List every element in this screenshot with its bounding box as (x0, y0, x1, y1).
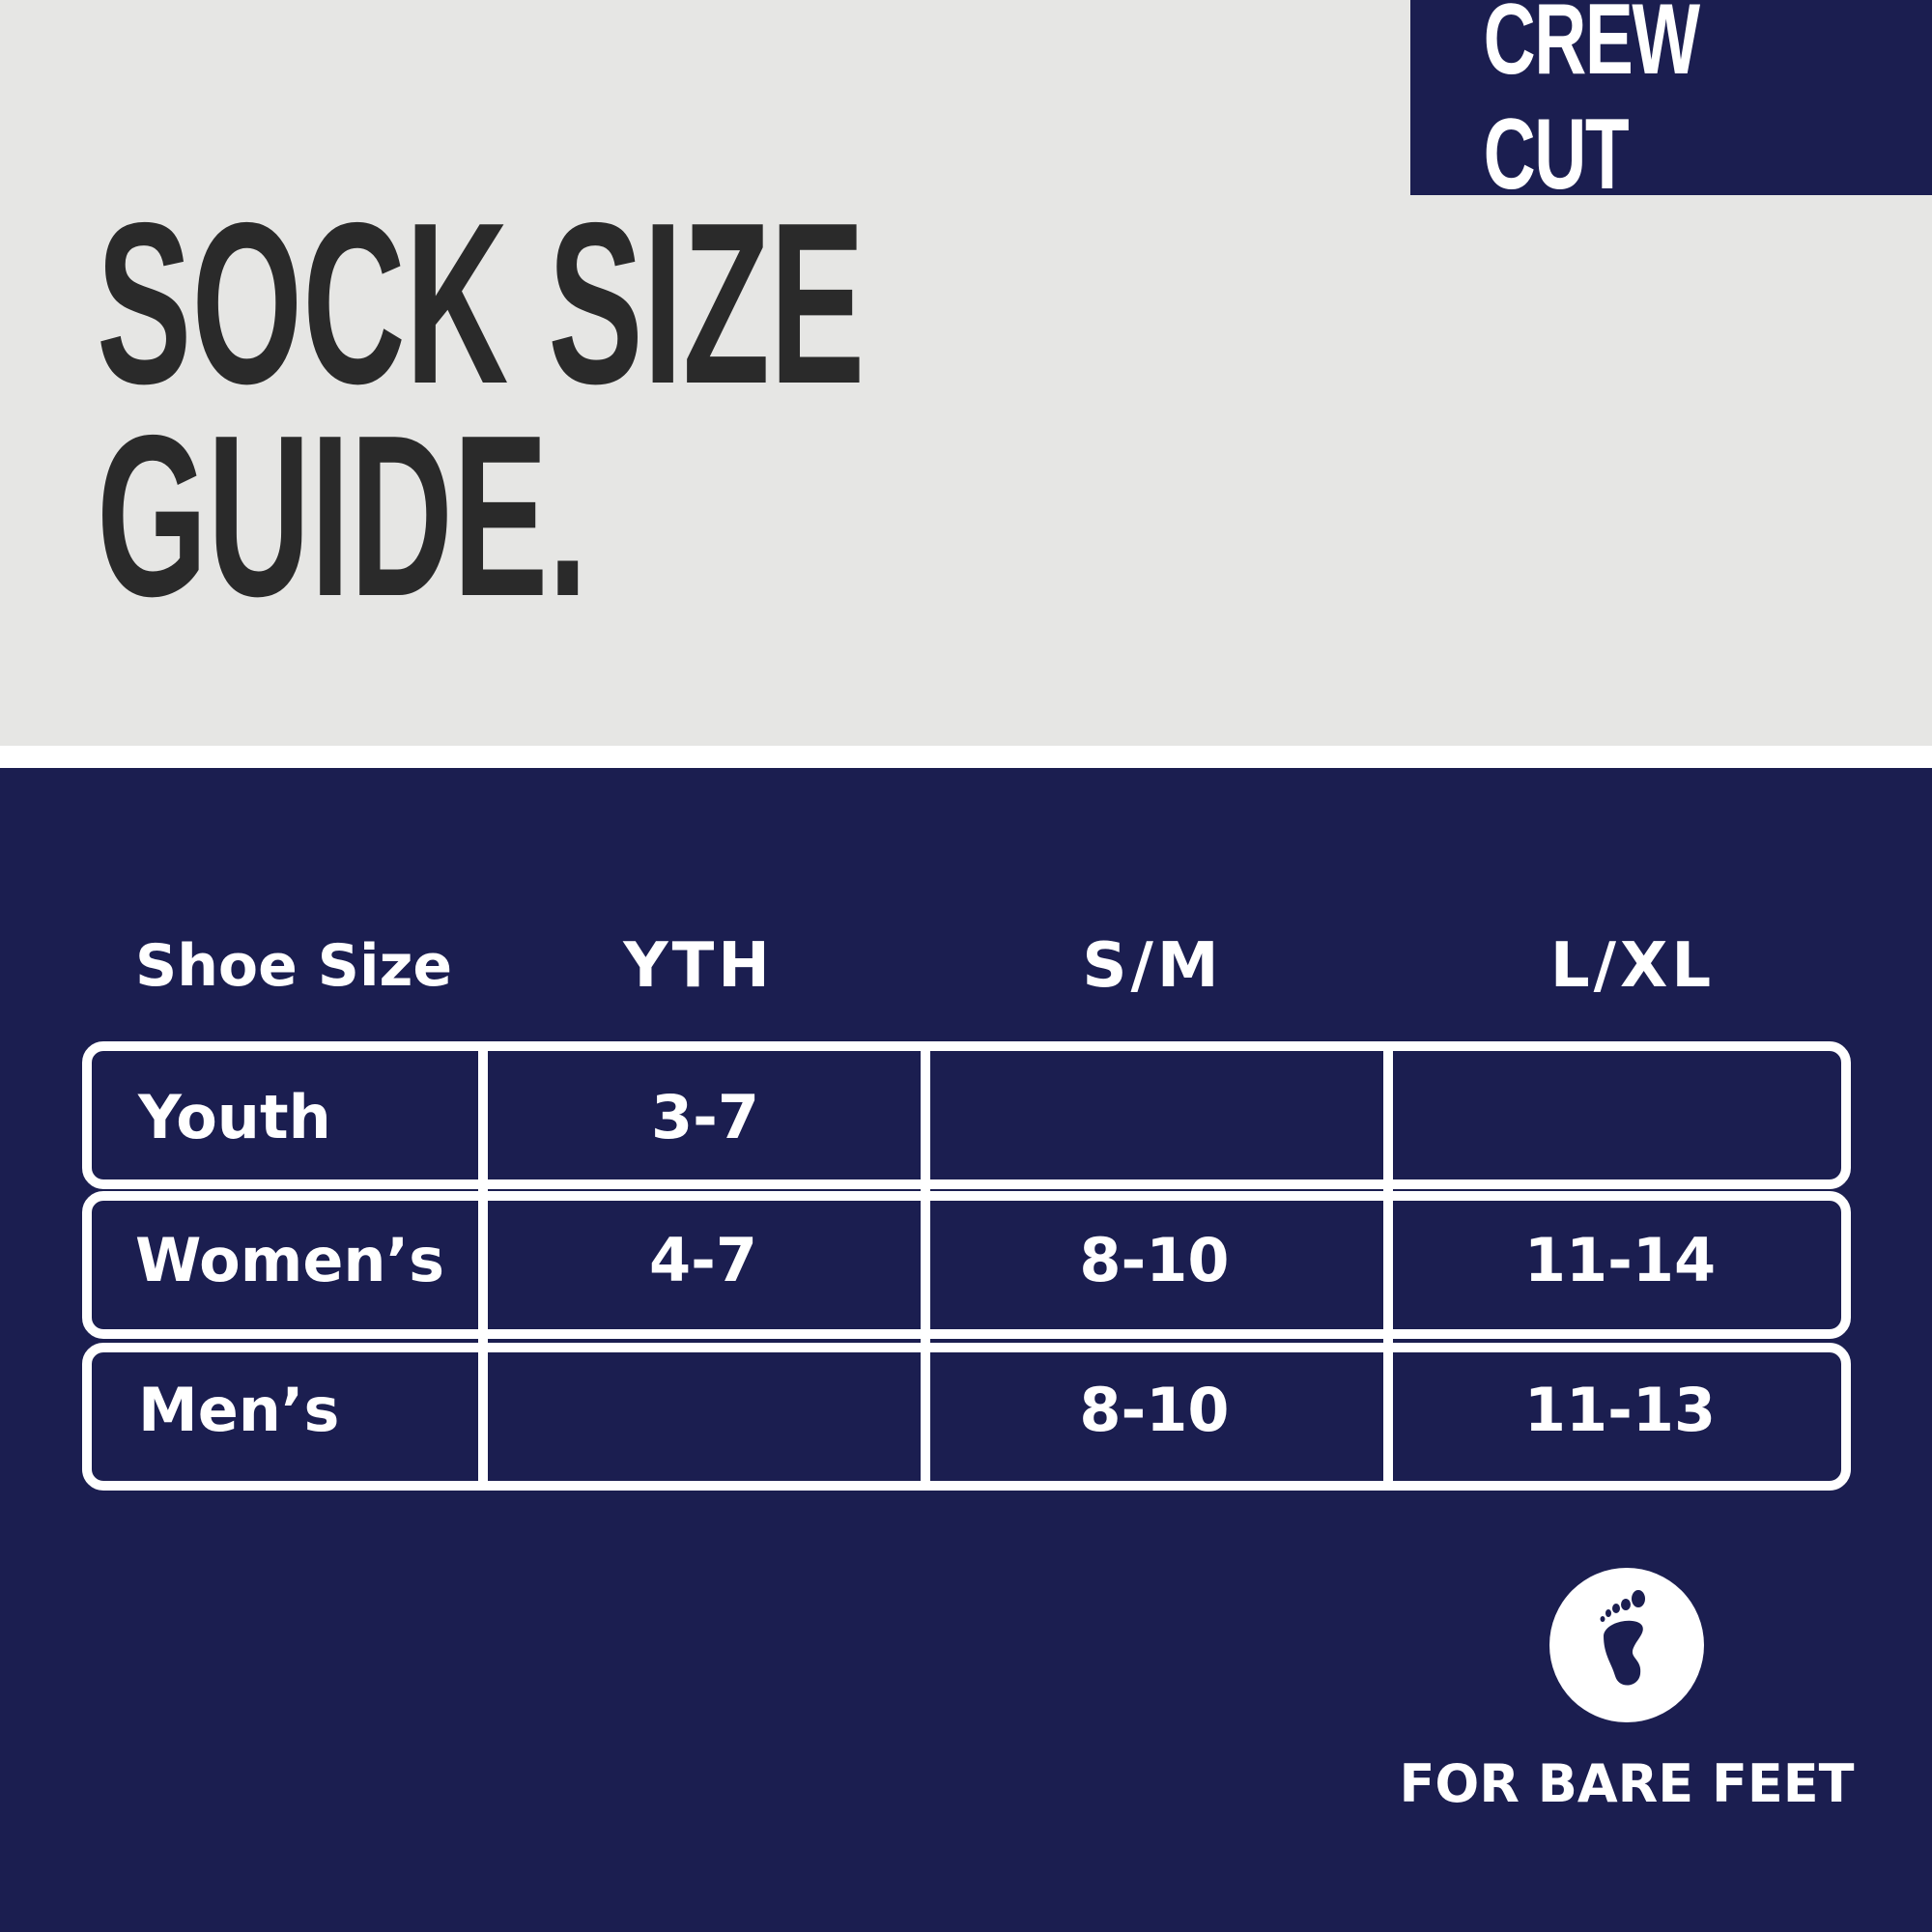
title-line-1: SOCK SIZE (97, 176, 866, 432)
cell-mens-sm: 8-10 (1079, 1375, 1230, 1445)
row-label-youth: Youth (138, 1082, 331, 1152)
table-row-youth (82, 1041, 1851, 1189)
brand-label: CREW CUT (1410, 0, 1932, 211)
table-row-mens (82, 1343, 1851, 1491)
column-divider (478, 1041, 488, 1491)
header-sm: S/M (1082, 930, 1223, 1002)
brand-text: CREW CUT (1483, 0, 1700, 211)
table-row-womens (82, 1191, 1851, 1339)
title-line-2: GUIDE. (97, 388, 588, 644)
cell-womens-sm: 8-10 (1079, 1225, 1230, 1295)
row-label-mens: Men’s (138, 1375, 340, 1445)
column-divider (921, 1041, 930, 1491)
header-lxl: L/XL (1549, 930, 1716, 1002)
header-yth: YTH (623, 930, 774, 1002)
header-shoe-size: Shoe Size (135, 932, 453, 1000)
bare-foot-icon (1549, 1568, 1704, 1722)
cell-womens-yth: 4-7 (648, 1225, 758, 1295)
cell-mens-lxl: 11-13 (1523, 1375, 1717, 1445)
bare-feet-label: FOR BARE FEET (1399, 1753, 1855, 1814)
column-divider (1383, 1041, 1393, 1491)
page-title: SOCK SIZE GUIDE. (97, 176, 866, 644)
row-label-womens: Women’s (135, 1225, 445, 1295)
cell-youth-yth: 3-7 (650, 1082, 760, 1152)
cell-womens-lxl: 11-14 (1523, 1225, 1717, 1295)
